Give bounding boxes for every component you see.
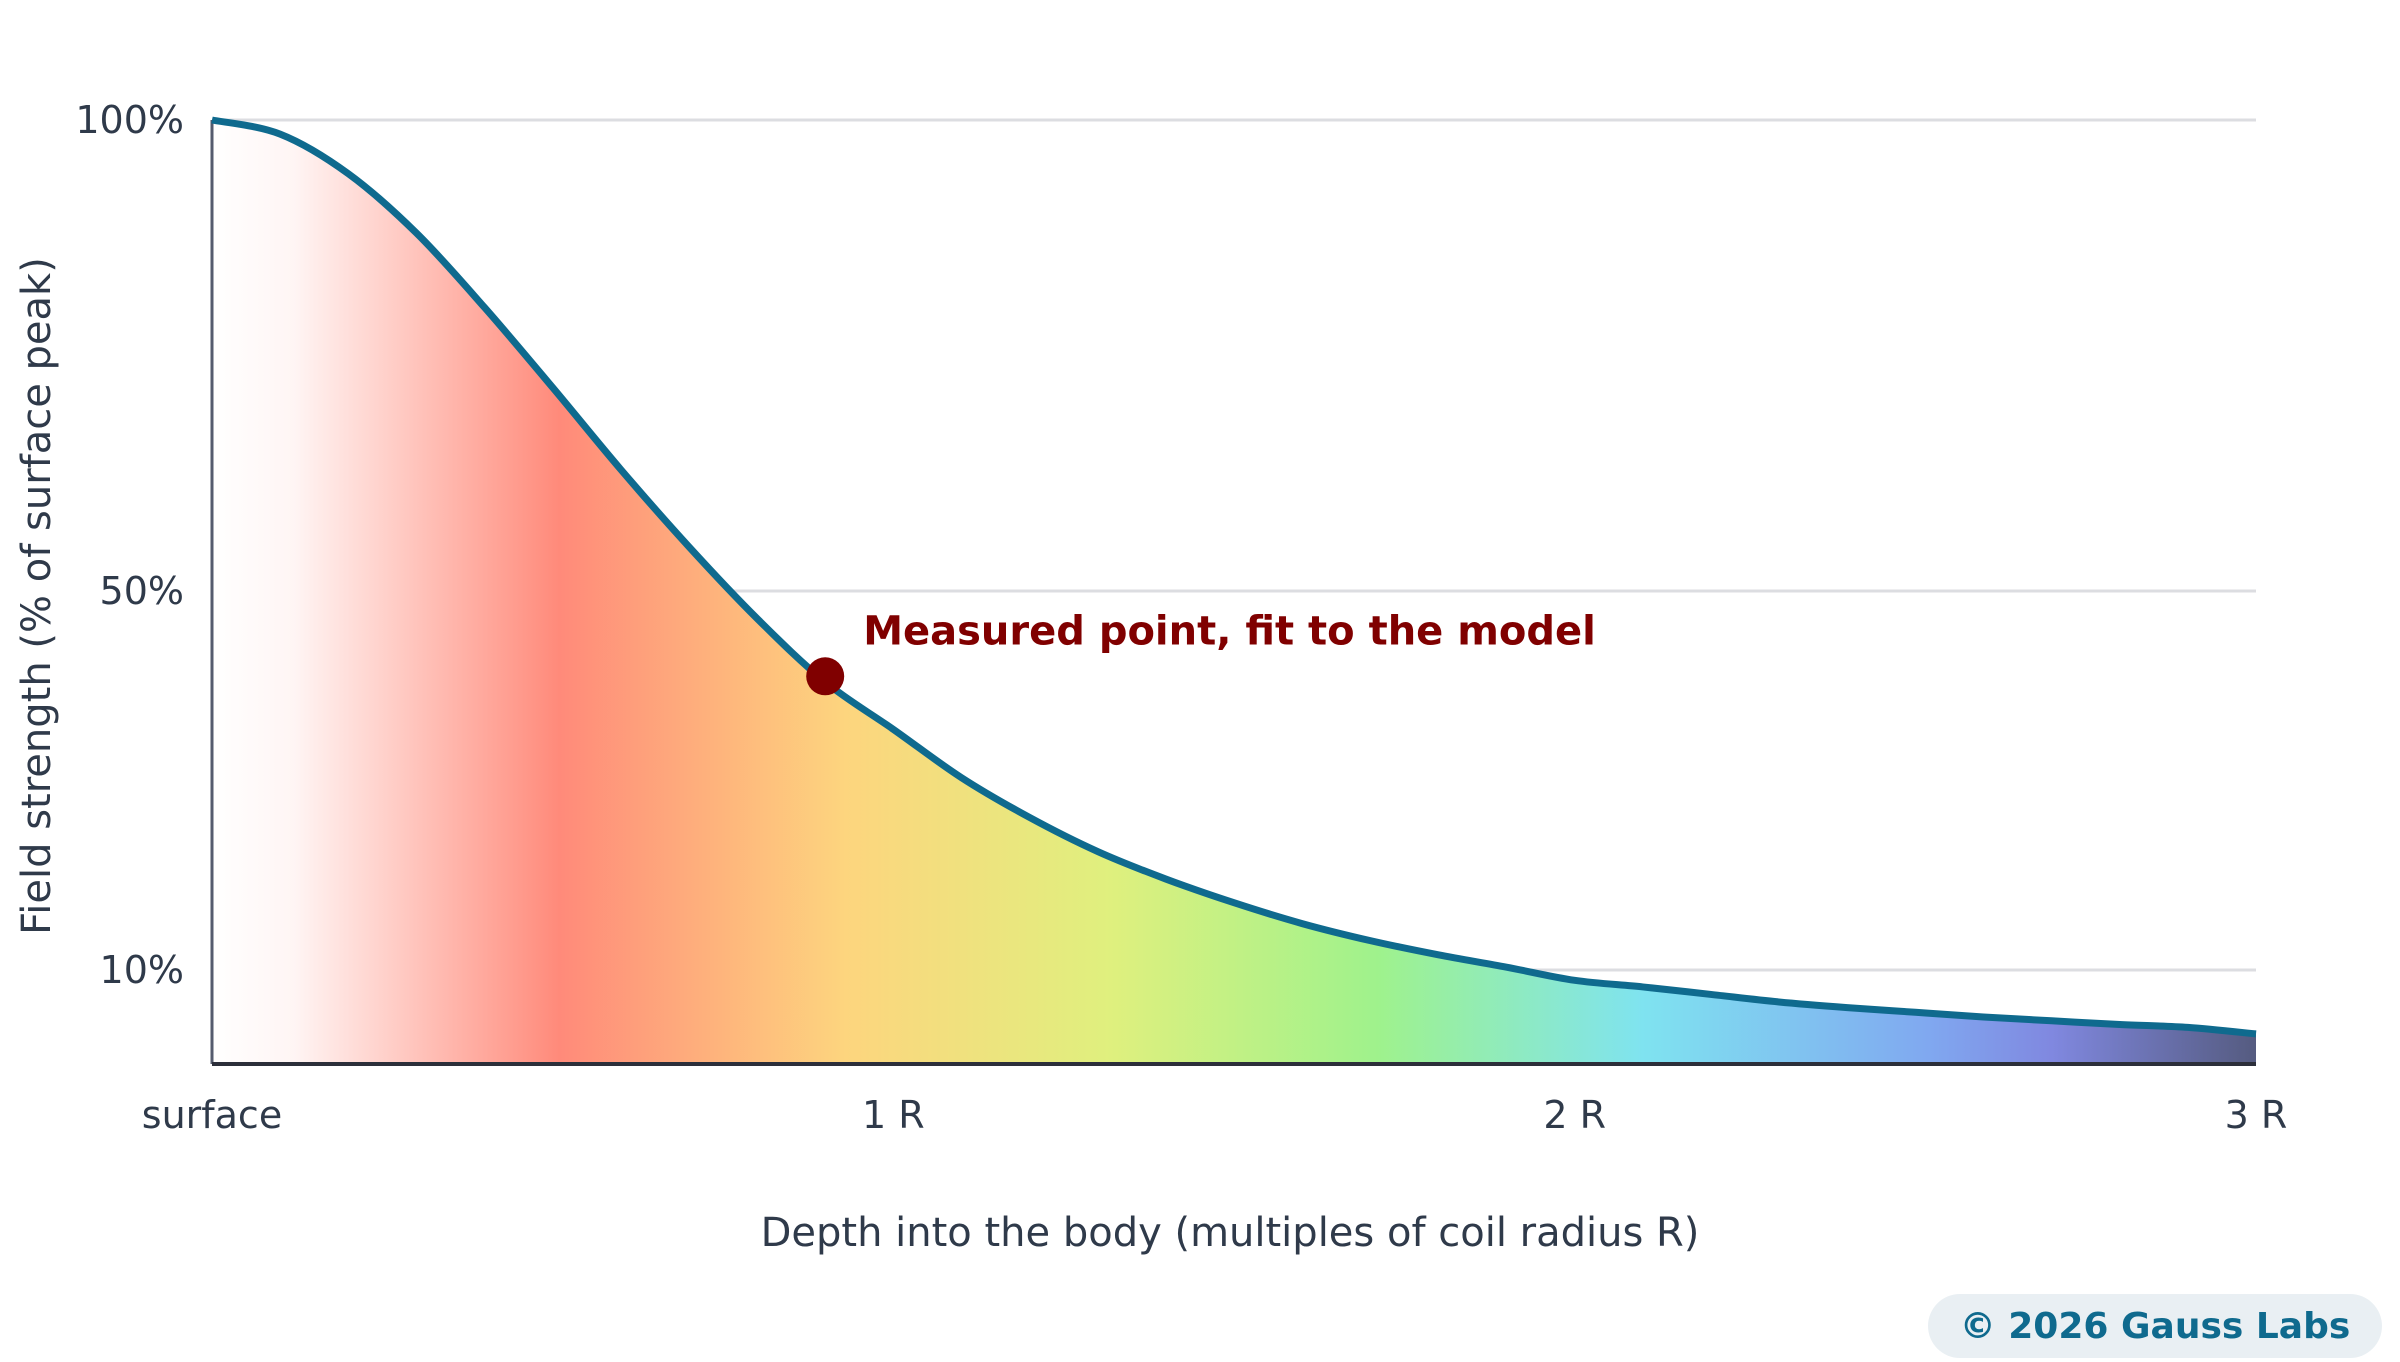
x-axis-title: Depth into the body (multiples of coil r… <box>761 1210 1700 1256</box>
curve-layer <box>211 116 2257 1038</box>
annotations: Measured point, fit to the model <box>806 608 1596 696</box>
area-fill-path <box>212 120 2256 1064</box>
measured-point-label: Measured point, fit to the model <box>863 608 1596 654</box>
x-tick-label: 3 R <box>2225 1093 2288 1137</box>
x-tick-labels: surface 1 R 2 R 3 R <box>142 1093 2288 1137</box>
x-tick-label: 2 R <box>1543 1093 1606 1137</box>
area-fill <box>212 120 2256 1064</box>
axes <box>210 120 2256 1066</box>
y-tick-label: 100% <box>75 98 184 142</box>
x-tick-label: surface <box>142 1093 282 1137</box>
y-axis-title: Field strength (% of surface peak) <box>14 257 60 935</box>
copyright-text: © 2026 Gauss Labs <box>1959 1305 2351 1347</box>
field-curve <box>211 116 2257 1038</box>
x-tick-label: 1 R <box>862 1093 925 1137</box>
y-tick-label: 50% <box>100 569 184 613</box>
y-tick-labels: 10% 50% 100% <box>75 98 184 992</box>
measured-point-marker <box>806 657 845 696</box>
copyright-badge: © 2026 Gauss Labs <box>1928 1294 2382 1358</box>
y-tick-label: 10% <box>100 948 184 992</box>
